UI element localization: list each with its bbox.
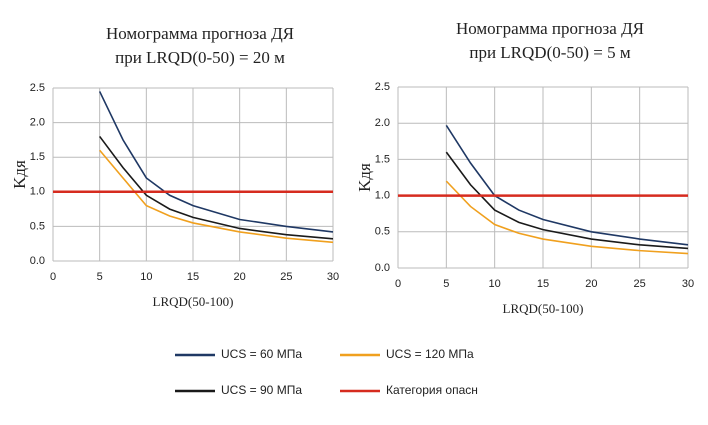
- x-tick-label: 10: [140, 271, 152, 283]
- x-tick-label: 0: [50, 271, 56, 283]
- chart-title: Номограмма прогноза ДЯ: [106, 24, 294, 43]
- data-line: [99, 135, 334, 240]
- x-tick-label: 5: [97, 271, 103, 283]
- x-axis-label: LRQD(50-100): [503, 301, 584, 316]
- x-tick-label: 15: [537, 278, 549, 290]
- x-tick-label: 25: [634, 278, 646, 290]
- x-tick-label: 20: [585, 278, 597, 290]
- legend-label: Категория опасн: [386, 383, 478, 397]
- data-line: [98, 91, 334, 233]
- data-line: [445, 124, 689, 246]
- x-tick-label: 5: [443, 278, 449, 290]
- chart-subtitle: при LRQD(0-50) = 5 м: [469, 43, 631, 62]
- y-tick-label: 0.5: [375, 226, 390, 238]
- y-tick-label: 0.0: [375, 262, 390, 274]
- legend-label: UCS = 120 МПа: [386, 347, 474, 361]
- legend-label: UCS = 60 МПа: [221, 347, 302, 361]
- y-axis-label: Kдя: [355, 163, 374, 192]
- x-tick-label: 25: [280, 271, 292, 283]
- y-axis-label: Kдя: [10, 160, 29, 189]
- y-tick-label: 2.5: [375, 81, 390, 93]
- y-tick-label: 2.0: [375, 117, 390, 129]
- x-axis-label: LRQD(50-100): [153, 294, 234, 309]
- data-line: [445, 180, 689, 255]
- data-line: [99, 149, 334, 244]
- y-tick-label: 1.0: [30, 186, 45, 198]
- y-tick-label: 2.5: [30, 82, 45, 94]
- y-tick-label: 1.5: [30, 151, 45, 163]
- x-tick-label: 20: [234, 271, 246, 283]
- legend-label: UCS = 90 МПа: [221, 383, 302, 397]
- y-tick-label: 0.5: [30, 220, 45, 232]
- y-tick-label: 1.0: [375, 190, 390, 202]
- x-tick-label: 10: [489, 278, 501, 290]
- chart-title: Номограмма прогноза ДЯ: [456, 19, 644, 38]
- x-tick-label: 30: [327, 271, 339, 283]
- chart-subtitle: при LRQD(0-50) = 20 м: [115, 48, 285, 67]
- x-tick-label: 15: [187, 271, 199, 283]
- x-tick-label: 0: [395, 278, 401, 290]
- x-tick-label: 30: [682, 278, 694, 290]
- y-tick-label: 2.0: [30, 117, 45, 129]
- data-line: [445, 151, 689, 250]
- y-tick-label: 0.0: [30, 255, 45, 267]
- y-tick-label: 1.5: [375, 153, 390, 165]
